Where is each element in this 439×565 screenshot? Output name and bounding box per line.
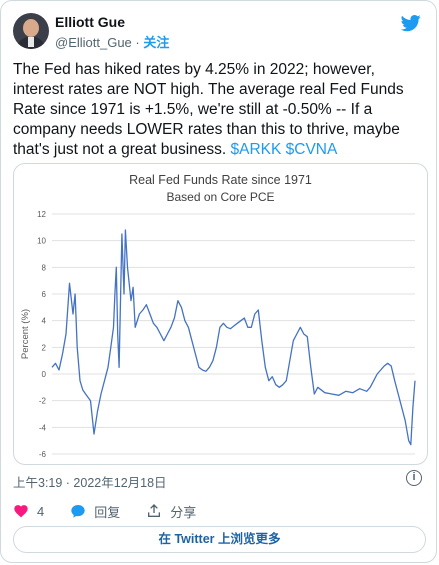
- twitter-bird-icon[interactable]: [400, 13, 422, 33]
- share-icon[interactable]: [146, 503, 162, 519]
- tweet-text: The Fed has hiked rates by 4.25% in 2022…: [13, 60, 426, 160]
- author-name[interactable]: Elliott Gue: [55, 14, 125, 30]
- like-action[interactable]: 4: [13, 503, 44, 519]
- chart-subtitle: Based on Core PCE: [166, 190, 274, 204]
- avatar-face: [23, 19, 39, 37]
- chart-image[interactable]: Real Fed Funds Rate since 1971 Based on C…: [13, 163, 428, 465]
- heart-icon[interactable]: [13, 503, 29, 519]
- handle-separator: ·: [135, 35, 140, 50]
- y-tick-label: -2: [39, 397, 47, 406]
- y-tick-label: 0: [42, 370, 47, 379]
- chart-svg: Real Fed Funds Rate since 1971 Based on C…: [20, 173, 416, 459]
- reply-label: 回复: [94, 504, 121, 520]
- like-count: 4: [37, 503, 45, 519]
- y-tick-label: 6: [42, 290, 47, 299]
- info-icon[interactable]: i: [406, 470, 422, 486]
- y-tick-label: 12: [37, 210, 46, 219]
- tweet-body: The Fed has hiked rates by 4.25% in 2022…: [13, 61, 404, 158]
- y-tick-label: 8: [42, 263, 47, 272]
- cashtag-arkk[interactable]: $ARKK: [230, 141, 282, 158]
- avatar-shirt: [28, 37, 34, 47]
- y-tick-label: 10: [37, 237, 46, 246]
- author-handle-row: @Elliott_Gue · 关注: [55, 32, 169, 51]
- share-label: 分享: [170, 504, 197, 520]
- y-tick-label: -6: [39, 450, 47, 459]
- reply-bubble-icon[interactable]: [70, 503, 86, 519]
- y-axis-label: Percent (%): [20, 309, 31, 359]
- y-tick-label: -4: [39, 423, 47, 432]
- cashtag-cvna[interactable]: $CVNA: [285, 141, 338, 158]
- follow-button[interactable]: 关注: [143, 35, 170, 50]
- series-line: [51, 229, 416, 446]
- y-tick-label: 2: [42, 343, 47, 352]
- chart-title: Real Fed Funds Rate since 1971: [129, 173, 312, 187]
- action-bar: 4 回复 分享: [13, 501, 222, 521]
- reply-action[interactable]: 回复: [70, 502, 120, 521]
- timestamp[interactable]: 上午3:19 · 2022年12月18日: [13, 476, 167, 490]
- author-handle[interactable]: @Elliott_Gue: [55, 35, 132, 50]
- view-more-button[interactable]: 在 Twitter 上浏览更多: [13, 526, 426, 553]
- share-action[interactable]: 分享: [146, 502, 196, 521]
- y-tick-label: 4: [42, 317, 47, 326]
- avatar[interactable]: [13, 13, 49, 49]
